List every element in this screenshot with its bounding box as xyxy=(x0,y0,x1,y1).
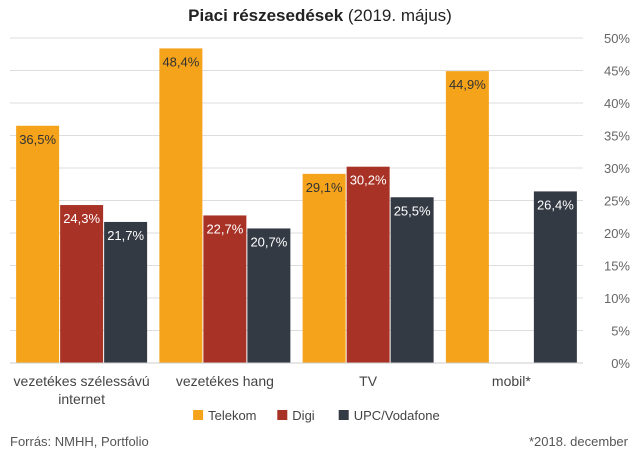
legend-swatch xyxy=(277,410,288,420)
bar xyxy=(159,48,203,364)
legend-swatch xyxy=(338,410,349,420)
y-tick-label: 35% xyxy=(604,129,630,144)
x-tick-label: internet xyxy=(58,391,105,407)
y-tick-label: 5% xyxy=(611,324,630,339)
data-label: 36,5% xyxy=(19,132,56,147)
data-label: 22,7% xyxy=(206,221,243,236)
chart-title-bold: Piaci részesedések xyxy=(188,6,344,25)
x-tick-label: vezetékes hang xyxy=(176,373,274,389)
x-tick-label: mobil* xyxy=(492,373,531,389)
y-tick-label: 30% xyxy=(604,161,630,176)
bar xyxy=(445,71,489,364)
bar xyxy=(16,125,60,363)
y-tick-label: 50% xyxy=(604,31,630,46)
x-tick-label: vezetékes szélessávú xyxy=(14,373,150,389)
data-label: 48,4% xyxy=(162,54,199,69)
y-tick-label: 25% xyxy=(604,194,630,209)
data-label: 30,2% xyxy=(350,173,387,188)
data-label: 29,1% xyxy=(306,180,343,195)
y-tick-label: 40% xyxy=(604,96,630,111)
data-label: 44,9% xyxy=(449,77,486,92)
bar xyxy=(302,173,346,363)
y-tick-label: 15% xyxy=(604,259,630,274)
bar xyxy=(346,166,390,363)
bar xyxy=(533,191,577,363)
chart-title-rest: (2019. május) xyxy=(343,6,452,25)
bar xyxy=(247,228,291,363)
y-tick-label: 10% xyxy=(604,291,630,306)
bar xyxy=(390,197,434,363)
chart-title: Piaci részesedések (2019. május) xyxy=(0,6,640,26)
data-label: 20,7% xyxy=(250,234,287,249)
x-tick-label: TV xyxy=(359,373,378,389)
y-tick-label: 45% xyxy=(604,64,630,79)
legend-label: UPC/Vodafone xyxy=(354,408,440,423)
legend-swatch xyxy=(193,410,204,420)
bar xyxy=(203,215,247,363)
bar xyxy=(104,221,148,363)
y-tick-label: 20% xyxy=(604,226,630,241)
source-note: Forrás: NMHH, Portfolio xyxy=(10,434,149,449)
bar xyxy=(60,205,104,363)
data-label: 26,4% xyxy=(537,197,574,212)
y-tick-label: 0% xyxy=(611,356,630,371)
data-label: 21,7% xyxy=(107,228,144,243)
legend-label: Digi xyxy=(292,408,315,423)
legend-label: Telekom xyxy=(208,408,256,423)
data-label: 25,5% xyxy=(394,203,431,218)
footnote: *2018. december xyxy=(528,434,628,449)
data-label: 24,3% xyxy=(63,211,100,226)
